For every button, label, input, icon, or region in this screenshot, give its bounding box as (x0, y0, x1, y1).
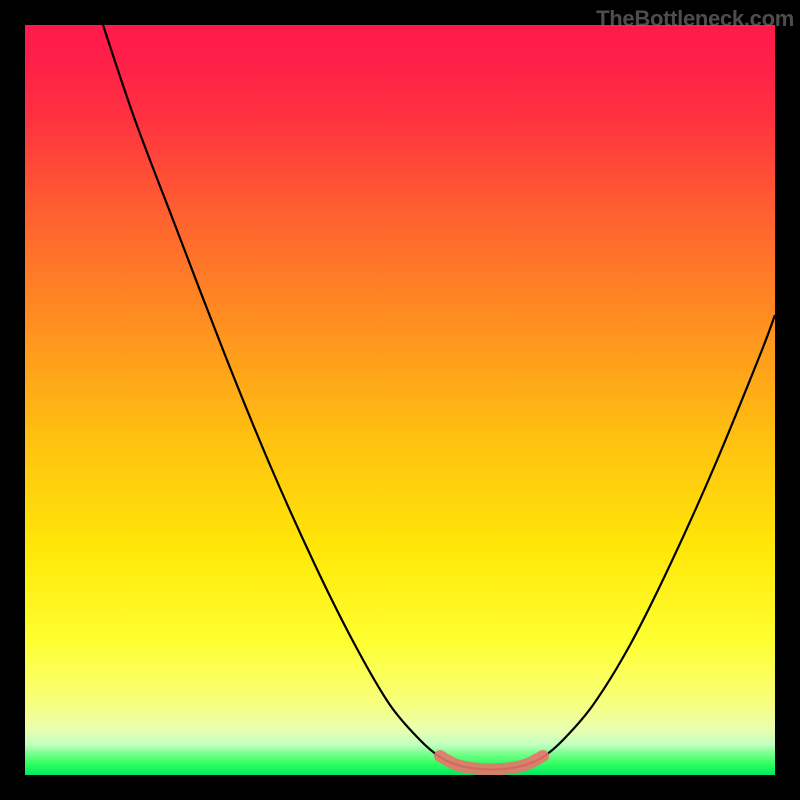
marker-curve (440, 756, 543, 769)
chart-container: TheBottleneck.com (0, 0, 800, 800)
plot-area (25, 25, 775, 775)
main-curve (103, 25, 775, 769)
curve-layer (25, 25, 775, 775)
watermark-label: TheBottleneck.com (596, 6, 794, 32)
